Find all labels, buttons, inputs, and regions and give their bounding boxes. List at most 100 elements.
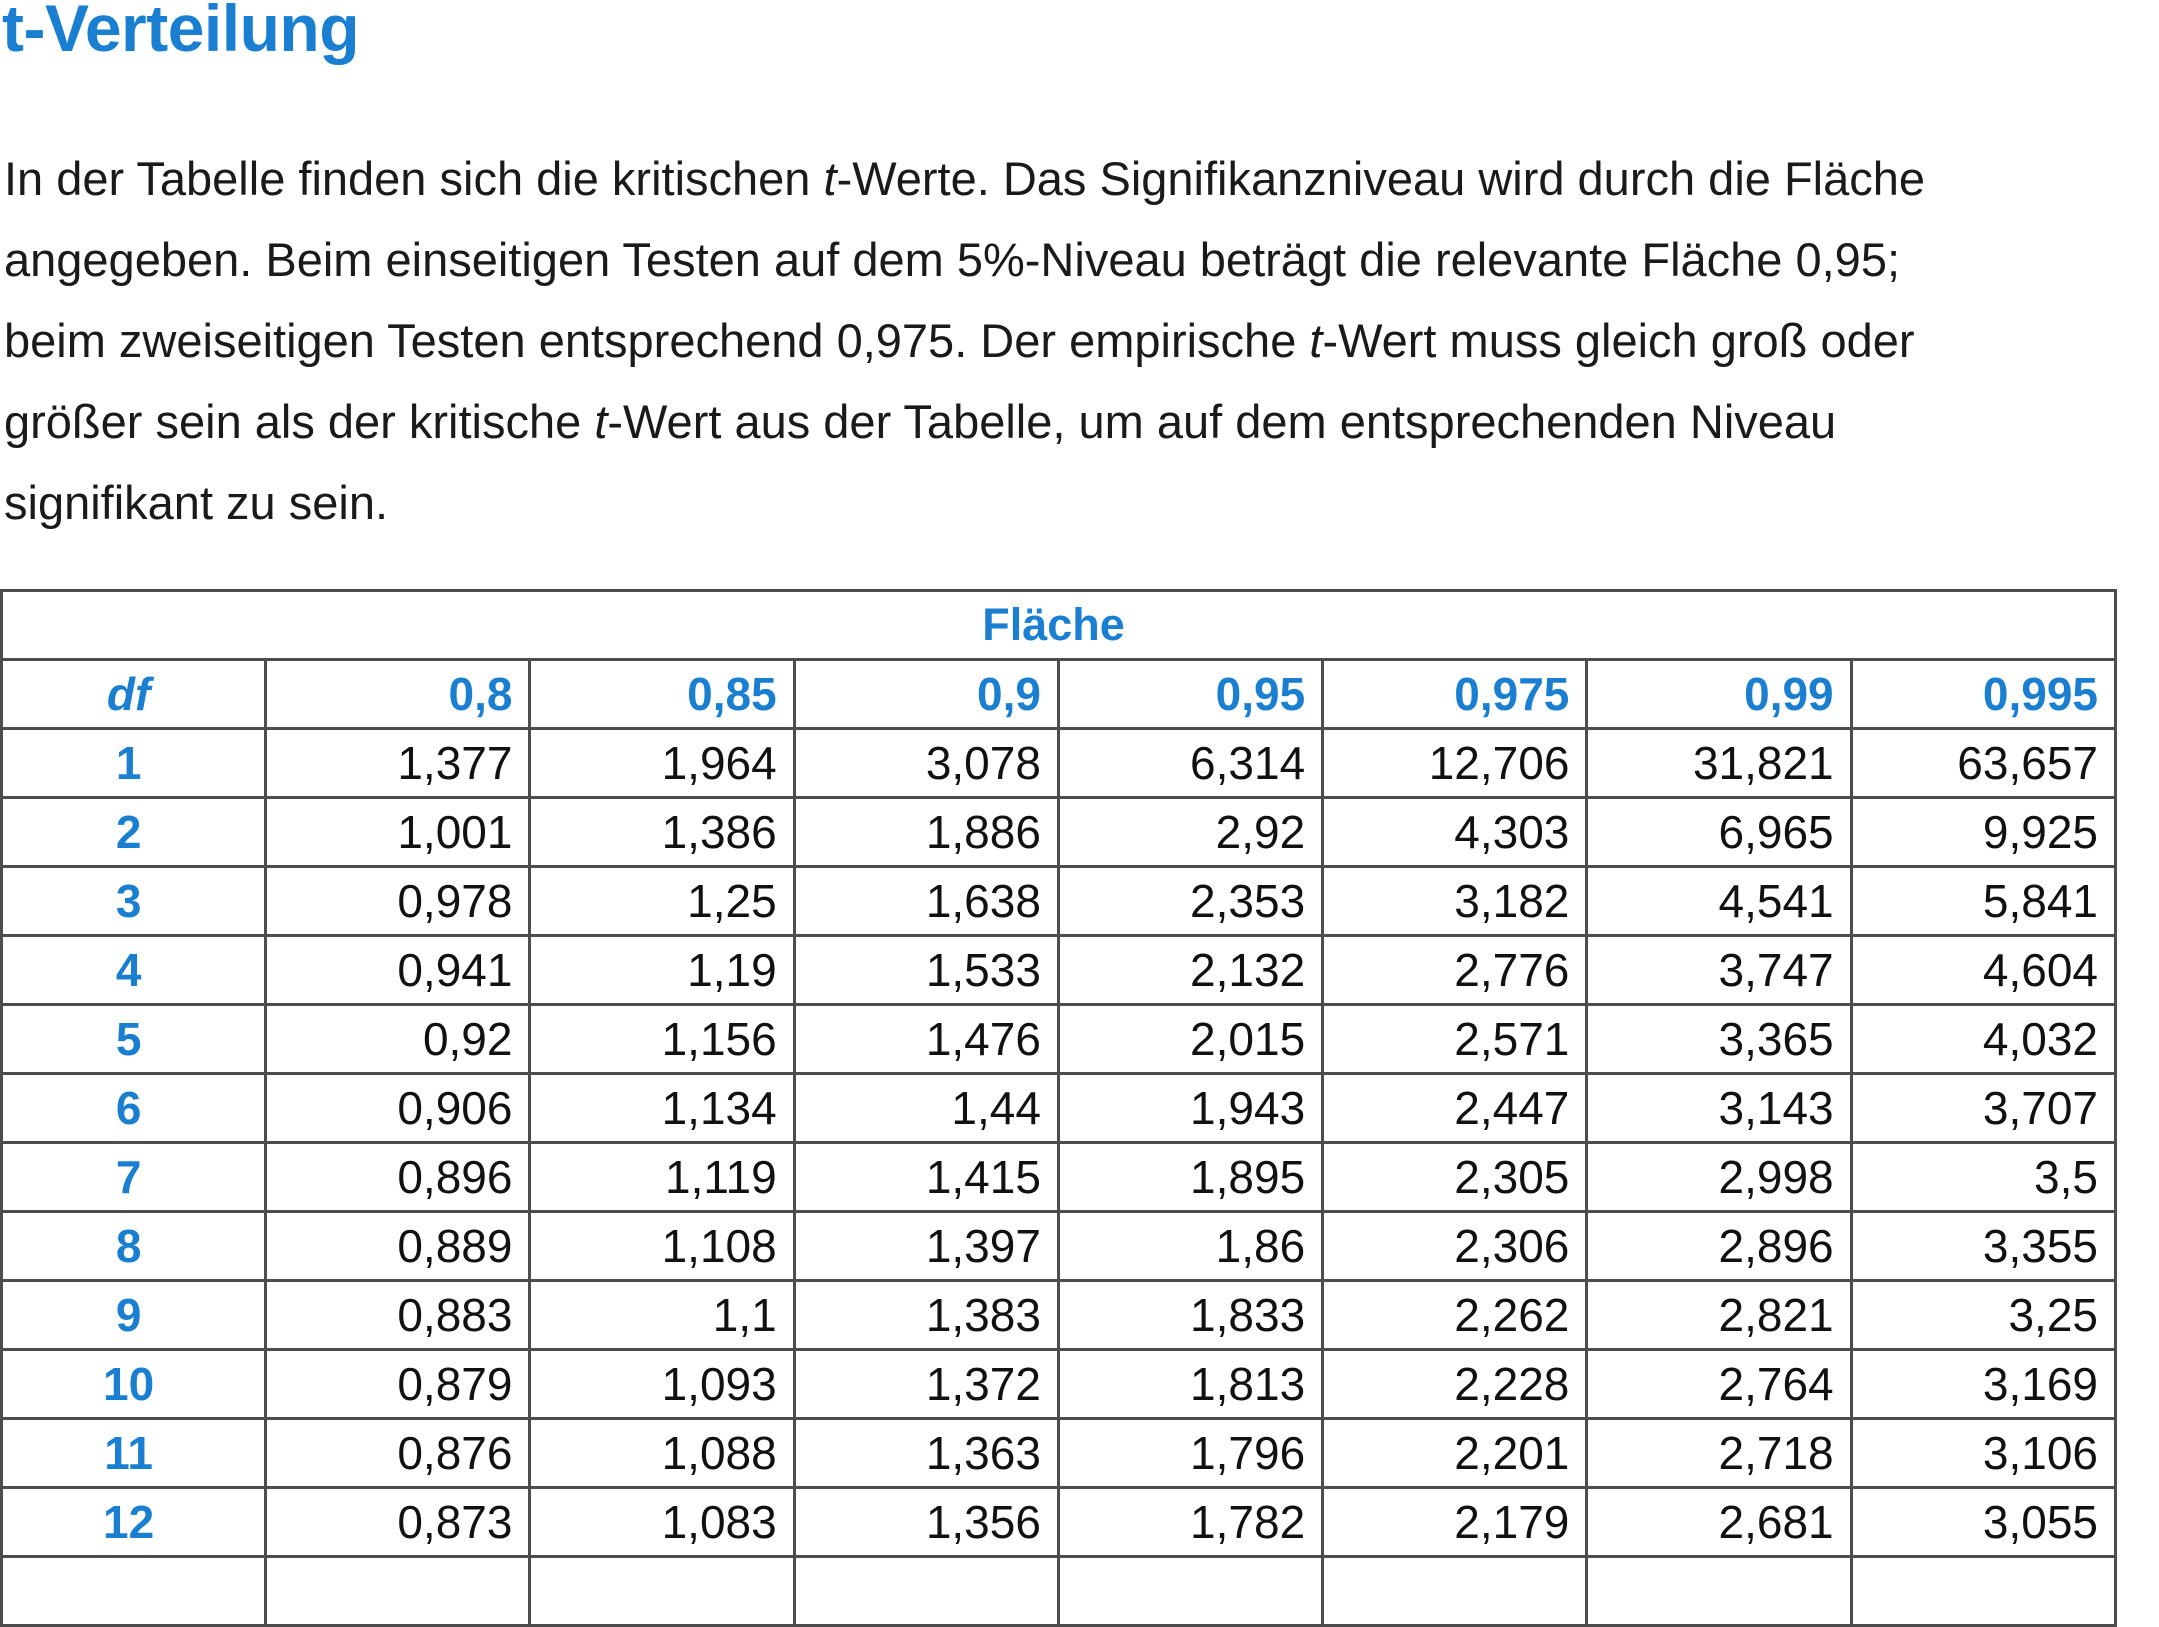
critical-value-cell: 1,356 — [792, 1486, 1060, 1558]
critical-value-cell: 0,883 — [264, 1279, 532, 1351]
critical-value-cell: 1,25 — [528, 865, 796, 937]
critical-value-cell: 0,978 — [264, 865, 532, 937]
critical-value-cell: 1,386 — [528, 796, 796, 868]
critical-value-cell: 2,201 — [1321, 1417, 1589, 1489]
table-body: 1 1,377 1,964 3,078 6,314 12,706 31,821 63,657 2… — [0, 727, 2118, 1627]
df-cell: 6 — [0, 1072, 268, 1144]
critical-value-cell: 0,876 — [264, 1417, 532, 1489]
area-header-row: Fläche — [0, 589, 2117, 661]
critical-value-cell: 2,132 — [1056, 934, 1325, 1006]
df-cell: 1 — [0, 727, 268, 799]
table-row: 11 0,876 1,088 1,363 1,796 2,201 2,718 3,106 — [0, 1417, 2118, 1489]
intro-line-4: größer sein als der kritische t-Wert aus… — [4, 381, 2159, 462]
critical-value-cell: 1,796 — [1056, 1417, 1325, 1489]
table-row: 8 0,889 1,108 1,397 1,86 2,306 2,896 3,355 — [0, 1210, 2118, 1282]
df-cell: 8 — [0, 1210, 268, 1282]
critical-value-cell: 1,119 — [528, 1141, 796, 1213]
critical-value-cell: 2,571 — [1321, 1003, 1589, 1075]
critical-value-cell: 2,179 — [1321, 1486, 1589, 1558]
df-cell: 12 — [0, 1486, 268, 1558]
critical-value-cell: 3,5 — [1849, 1141, 2118, 1213]
area-column-header: 0,99 — [1585, 658, 1853, 730]
critical-value-cell: 1,134 — [528, 1072, 796, 1144]
table-row: 1 1,377 1,964 3,078 6,314 12,706 31,821 63,657 — [0, 727, 2118, 799]
df-cell: 9 — [0, 1279, 268, 1351]
critical-value-cell: 1,383 — [792, 1279, 1060, 1351]
critical-value-cell: 1,44 — [792, 1072, 1060, 1144]
table-row: 5 0,92 1,156 1,476 2,015 2,571 3,365 4,032 — [0, 1003, 2118, 1075]
critical-value-cell: 1,813 — [1056, 1348, 1325, 1420]
intro-text: größer sein als der kritische — [4, 395, 595, 448]
intro-line-3: beim zweiseitigen Testen entsprechend 0,… — [4, 300, 2159, 381]
critical-value-cell: 1,363 — [792, 1417, 1060, 1489]
critical-value-cell: 1,895 — [1056, 1141, 1325, 1213]
critical-value-cell: 2,306 — [1321, 1210, 1589, 1282]
critical-value-cell: 6,965 — [1585, 796, 1853, 868]
critical-value-cell: 1,638 — [792, 865, 1060, 937]
area-header: Fläche — [0, 589, 2117, 661]
intro-text: -Wert muss gleich groß oder — [1322, 314, 1915, 367]
t-distribution-table: Fläche df 0,8 0,85 0,9 0,95 0,975 0,99 0,995 1… — [0, 589, 2118, 1627]
intro-line-5: signifikant zu sein. — [4, 476, 389, 529]
area-column-header: 0,9 — [792, 658, 1060, 730]
empty-cell — [1585, 1555, 1853, 1627]
critical-value-cell: 1,782 — [1056, 1486, 1325, 1558]
critical-value-cell: 3,707 — [1849, 1072, 2118, 1144]
empty-cell — [1849, 1555, 2118, 1627]
df-cell: 2 — [0, 796, 268, 868]
intro-text: -Werte. Das Signifikanzniveau wird durch… — [836, 152, 1926, 205]
critical-value-cell: 0,92 — [264, 1003, 532, 1075]
df-header: df — [0, 658, 268, 730]
critical-value-cell: 2,447 — [1321, 1072, 1589, 1144]
table-row-continuation — [0, 1555, 2118, 1627]
table-row: 6 0,906 1,134 1,44 1,943 2,447 3,143 3,707 — [0, 1072, 2118, 1144]
critical-value-cell: 3,106 — [1849, 1417, 2118, 1489]
critical-value-cell: 1,533 — [792, 934, 1060, 1006]
area-column-header: 0,95 — [1056, 658, 1325, 730]
critical-value-cell: 3,143 — [1585, 1072, 1853, 1144]
empty-cell — [264, 1555, 532, 1627]
intro-line-2: angegeben. Beim einseitigen Testen auf d… — [4, 233, 1901, 286]
critical-value-cell: 5,841 — [1849, 865, 2118, 937]
critical-value-cell: 3,25 — [1849, 1279, 2118, 1351]
critical-value-cell: 2,718 — [1585, 1417, 1853, 1489]
critical-value-cell: 0,896 — [264, 1141, 532, 1213]
critical-value-cell: 63,657 — [1849, 727, 2118, 799]
empty-cell — [1056, 1555, 1325, 1627]
empty-cell — [1321, 1555, 1589, 1627]
intro-text: In der Tabelle finden sich die kritische… — [4, 152, 824, 205]
area-column-header: 0,995 — [1849, 658, 2118, 730]
critical-value-cell: 0,906 — [264, 1072, 532, 1144]
critical-value-cell: 2,896 — [1585, 1210, 1853, 1282]
critical-value-cell: 0,889 — [264, 1210, 532, 1282]
critical-value-cell: 1,19 — [528, 934, 796, 1006]
critical-value-cell: 1,86 — [1056, 1210, 1325, 1282]
table-row: 9 0,883 1,1 1,383 1,833 2,262 2,821 3,25 — [0, 1279, 2118, 1351]
critical-value-cell: 3,355 — [1849, 1210, 2118, 1282]
critical-value-cell: 1,088 — [528, 1417, 796, 1489]
intro-t-symbol: t — [823, 152, 837, 205]
area-column-header: 0,85 — [528, 658, 796, 730]
df-cell: 7 — [0, 1141, 268, 1213]
critical-value-cell: 4,032 — [1849, 1003, 2118, 1075]
critical-value-cell: 2,92 — [1056, 796, 1325, 868]
critical-value-cell: 3,365 — [1585, 1003, 1853, 1075]
critical-value-cell: 3,747 — [1585, 934, 1853, 1006]
critical-value-cell: 1,108 — [528, 1210, 796, 1282]
intro-line-1: In der Tabelle finden sich die kritische… — [4, 138, 2159, 219]
critical-value-cell: 1,964 — [528, 727, 796, 799]
intro-paragraph: In der Tabelle finden sich die kritische… — [4, 138, 2159, 543]
intro-text: -Wert aus der Tabelle, um auf dem entspr… — [607, 395, 1837, 448]
intro-t-symbol: t — [1309, 314, 1323, 367]
critical-value-cell: 2,998 — [1585, 1141, 1853, 1213]
critical-value-cell: 2,262 — [1321, 1279, 1589, 1351]
table-row: 4 0,941 1,19 1,533 2,132 2,776 3,747 4,604 — [0, 934, 2118, 1006]
critical-value-cell: 3,055 — [1849, 1486, 2118, 1558]
critical-value-cell: 3,078 — [792, 727, 1060, 799]
df-cell: 3 — [0, 865, 268, 937]
critical-value-cell: 2,015 — [1056, 1003, 1325, 1075]
critical-value-cell: 2,821 — [1585, 1279, 1853, 1351]
df-cell: 5 — [0, 1003, 268, 1075]
critical-value-cell: 1,372 — [792, 1348, 1060, 1420]
critical-value-cell: 1,1 — [528, 1279, 796, 1351]
